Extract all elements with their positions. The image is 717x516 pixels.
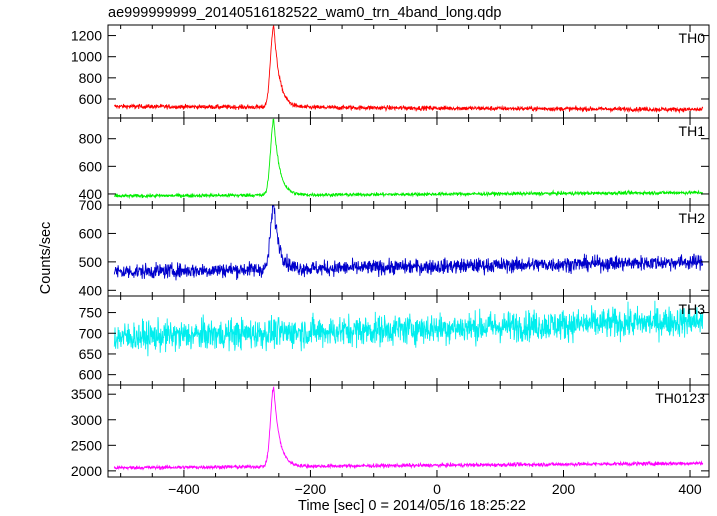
- y-tick-label: 3500: [71, 386, 102, 402]
- panel-frame: [107, 24, 710, 119]
- series-line-th0: [113, 25, 704, 114]
- y-tick-label: 700: [79, 325, 103, 341]
- y-tick-label: 2500: [71, 437, 102, 453]
- panel-label: TH2: [679, 210, 706, 226]
- panel-label: TH3: [679, 301, 706, 317]
- y-tick-label: 400: [79, 282, 103, 298]
- y-tick-label: 1000: [71, 49, 102, 65]
- panel-th0123: 2000 2500 3000 3500 TH0123 −400 −200 0 200 400: [71, 384, 710, 497]
- y-tick-label: 600: [79, 225, 103, 241]
- panel-label: TH0123: [655, 390, 705, 406]
- x-tick-label: 200: [552, 481, 576, 497]
- x-tick-label: 0: [433, 481, 441, 497]
- panel-frame: [107, 295, 710, 386]
- y-tick-label: 500: [79, 254, 103, 270]
- panel-label: TH0: [679, 30, 706, 46]
- y-tick-label: 600: [79, 91, 103, 107]
- y-tick-label: 650: [79, 346, 103, 362]
- series-line-th2: [113, 204, 704, 281]
- x-tick-label: −400: [168, 481, 200, 497]
- panel-label: TH1: [679, 123, 706, 139]
- x-axis-label: Time [sec] 0 = 2014/05/16 18:25:22: [298, 498, 526, 514]
- series-line-th0123: [113, 386, 704, 471]
- panel-frame: [107, 204, 710, 297]
- panel-th0: 600 800 1000 1200 TH0: [71, 24, 710, 119]
- x-tick-label: −200: [295, 481, 327, 497]
- panel-th3: 600 650 700 750 TH3: [79, 295, 710, 386]
- y-tick-label: 2000: [71, 463, 102, 479]
- y-tick-label: 600: [79, 367, 103, 383]
- y-tick-label: 600: [79, 158, 103, 174]
- y-tick-label: 400: [79, 186, 103, 202]
- y-tick-label: 800: [79, 131, 103, 147]
- y-tick-label: 800: [79, 70, 103, 86]
- x-tick-label: 400: [678, 481, 702, 497]
- series-line-th1: [113, 118, 704, 200]
- panel-th1: 400 600 800 TH1: [79, 117, 710, 206]
- series-line-th3: [113, 300, 704, 357]
- y-tick-label: 750: [79, 305, 103, 321]
- panel-frame: [107, 384, 710, 478]
- y-tick-label: 700: [79, 197, 103, 213]
- y-tick-label: 1200: [71, 28, 102, 44]
- figure-title: ae999999999_20140516182522_wam0_trn_4ban…: [108, 5, 502, 21]
- panel-th2: 400 500 600 700 TH2: [79, 197, 710, 298]
- y-tick-label: 3000: [71, 412, 102, 428]
